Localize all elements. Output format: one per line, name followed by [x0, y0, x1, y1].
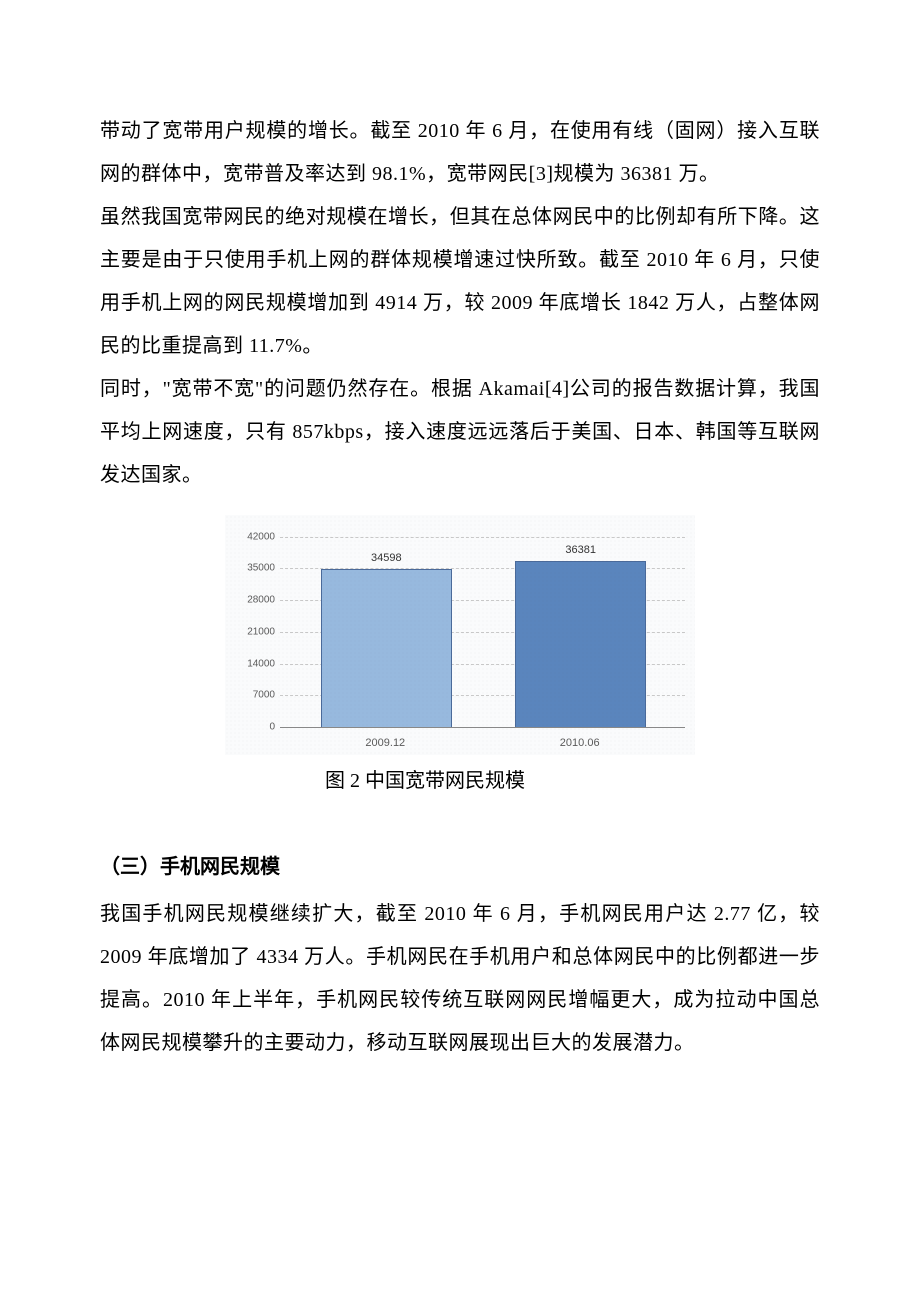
chart-x-tick-label: 2009.12	[365, 737, 405, 749]
chart-gridline	[280, 537, 685, 538]
section-heading: （三）手机网民规模	[100, 849, 820, 885]
chart-bar-value-label: 34598	[322, 552, 452, 564]
chart-bar: 36381	[515, 561, 647, 727]
chart-y-tick-label: 42000	[230, 531, 275, 542]
chart-y-tick-label: 0	[230, 722, 275, 733]
chart-y-tick-label: 21000	[230, 626, 275, 637]
chart-caption: 图 2 中国宽带网民规模	[325, 763, 695, 799]
chart-y-tick-label: 28000	[230, 595, 275, 606]
chart-y-tick-label: 14000	[230, 658, 275, 669]
paragraph-3: 同时，"宽带不宽"的问题仍然存在。根据 Akamai[4]公司的报告数据计算，我…	[100, 368, 820, 497]
chart-bar: 34598	[321, 569, 453, 727]
bar-chart: 0 7000 14000 21000 28000 35000 42000 34598 2009.…	[225, 515, 695, 755]
paragraph-4: 我国手机网民规模继续扩大，截至 2010 年 6 月，手机网民用户达 2.77 …	[100, 893, 820, 1065]
paragraph-1: 带动了宽带用户规模的增长。截至 2010 年 6 月，在使用有线（固网）接入互联…	[100, 110, 820, 196]
chart-y-tick-label: 35000	[230, 563, 275, 574]
document-page: 带动了宽带用户规模的增长。截至 2010 年 6 月，在使用有线（固网）接入互联…	[0, 0, 920, 1302]
chart-gridline	[280, 727, 685, 728]
chart-container: 0 7000 14000 21000 28000 35000 42000 34598 2009.…	[225, 515, 695, 799]
chart-y-tick-label: 7000	[230, 690, 275, 701]
chart-x-tick-label: 2010.06	[560, 737, 600, 749]
chart-bar-value-label: 36381	[516, 544, 646, 556]
paragraph-2: 虽然我国宽带网民的绝对规模在增长，但其在总体网民中的比例却有所下降。这主要是由于…	[100, 196, 820, 368]
chart-plot-area: 070001400021000280003500042000345982009.…	[280, 523, 685, 727]
